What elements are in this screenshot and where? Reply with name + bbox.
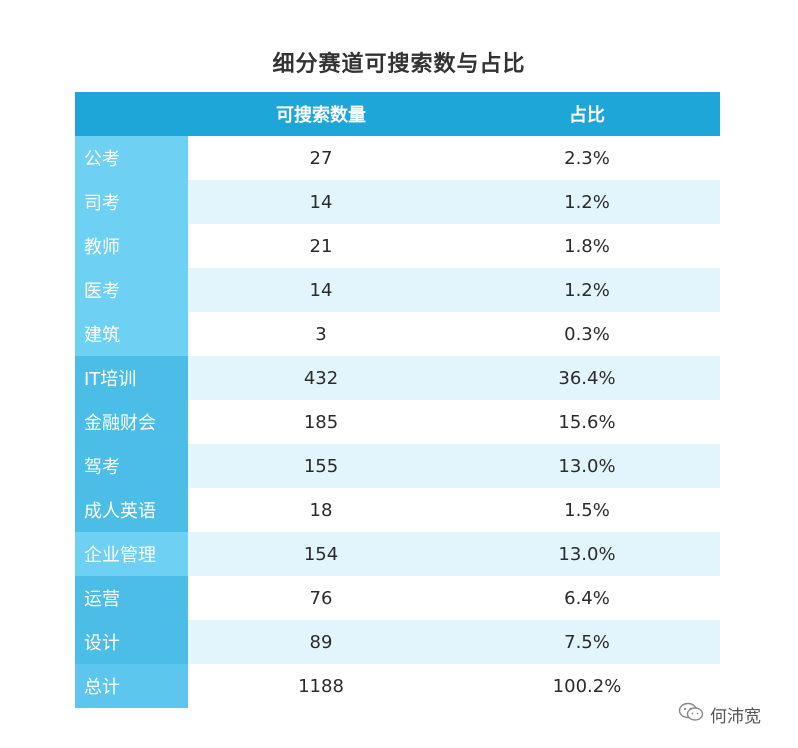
watermark-text: 何沛宽 — [710, 706, 761, 727]
count-cell: 27 — [188, 136, 454, 180]
category-cell: 建筑 — [75, 312, 188, 356]
table-row: 司考 14 1.2% — [75, 180, 720, 224]
header-corner — [75, 92, 188, 136]
header-count: 可搜索数量 — [188, 92, 454, 136]
count-cell: 18 — [188, 488, 454, 532]
share-cell: 6.4% — [454, 576, 720, 620]
share-cell: 0.3% — [454, 312, 720, 356]
share-cell: 1.8% — [454, 224, 720, 268]
count-cell: 432 — [188, 356, 454, 400]
category-cell: 公考 — [75, 136, 188, 180]
table-row: 成人英语 18 1.5% — [75, 488, 720, 532]
category-cell: 设计 — [75, 620, 188, 664]
watermark: 何沛宽 — [678, 700, 761, 728]
category-cell: 司考 — [75, 180, 188, 224]
count-cell: 89 — [188, 620, 454, 664]
category-cell: 总计 — [75, 664, 188, 708]
share-cell: 13.0% — [454, 444, 720, 488]
share-cell: 1.5% — [454, 488, 720, 532]
share-cell: 1.2% — [454, 180, 720, 224]
category-cell: 企业管理 — [75, 532, 188, 576]
search-share-table: 可搜索数量 占比 公考 27 2.3% 司考 14 1.2% 教师 21 1.8… — [75, 92, 720, 708]
table-row-total: 总计 1188 100.2% — [75, 664, 720, 708]
category-cell: 金融财会 — [75, 400, 188, 444]
wechat-icon — [678, 702, 710, 727]
share-cell: 15.6% — [454, 400, 720, 444]
table-header-row: 可搜索数量 占比 — [75, 92, 720, 136]
category-cell: 运营 — [75, 576, 188, 620]
category-cell: 成人英语 — [75, 488, 188, 532]
count-cell: 76 — [188, 576, 454, 620]
table-row: 金融财会 185 15.6% — [75, 400, 720, 444]
table-row: IT培训 432 36.4% — [75, 356, 720, 400]
category-cell: IT培训 — [75, 356, 188, 400]
count-cell: 21 — [188, 224, 454, 268]
table-row: 公考 27 2.3% — [75, 136, 720, 180]
category-cell: 驾考 — [75, 444, 188, 488]
table-row: 建筑 3 0.3% — [75, 312, 720, 356]
table-row: 教师 21 1.8% — [75, 224, 720, 268]
category-cell: 医考 — [75, 268, 188, 312]
table-row: 运营 76 6.4% — [75, 576, 720, 620]
count-cell: 155 — [188, 444, 454, 488]
share-cell: 36.4% — [454, 356, 720, 400]
count-cell: 1188 — [188, 664, 454, 708]
share-cell: 2.3% — [454, 136, 720, 180]
count-cell: 14 — [188, 180, 454, 224]
table-row: 企业管理 154 13.0% — [75, 532, 720, 576]
count-cell: 3 — [188, 312, 454, 356]
count-cell: 14 — [188, 268, 454, 312]
table-row: 医考 14 1.2% — [75, 268, 720, 312]
share-cell: 100.2% — [454, 664, 720, 708]
table-row: 驾考 155 13.0% — [75, 444, 720, 488]
page-title: 细分赛道可搜索数与占比 — [272, 52, 526, 77]
share-cell: 7.5% — [454, 620, 720, 664]
table-row: 设计 89 7.5% — [75, 620, 720, 664]
count-cell: 185 — [188, 400, 454, 444]
header-share: 占比 — [454, 92, 720, 136]
share-cell: 13.0% — [454, 532, 720, 576]
count-cell: 154 — [188, 532, 454, 576]
category-cell: 教师 — [75, 224, 188, 268]
share-cell: 1.2% — [454, 268, 720, 312]
